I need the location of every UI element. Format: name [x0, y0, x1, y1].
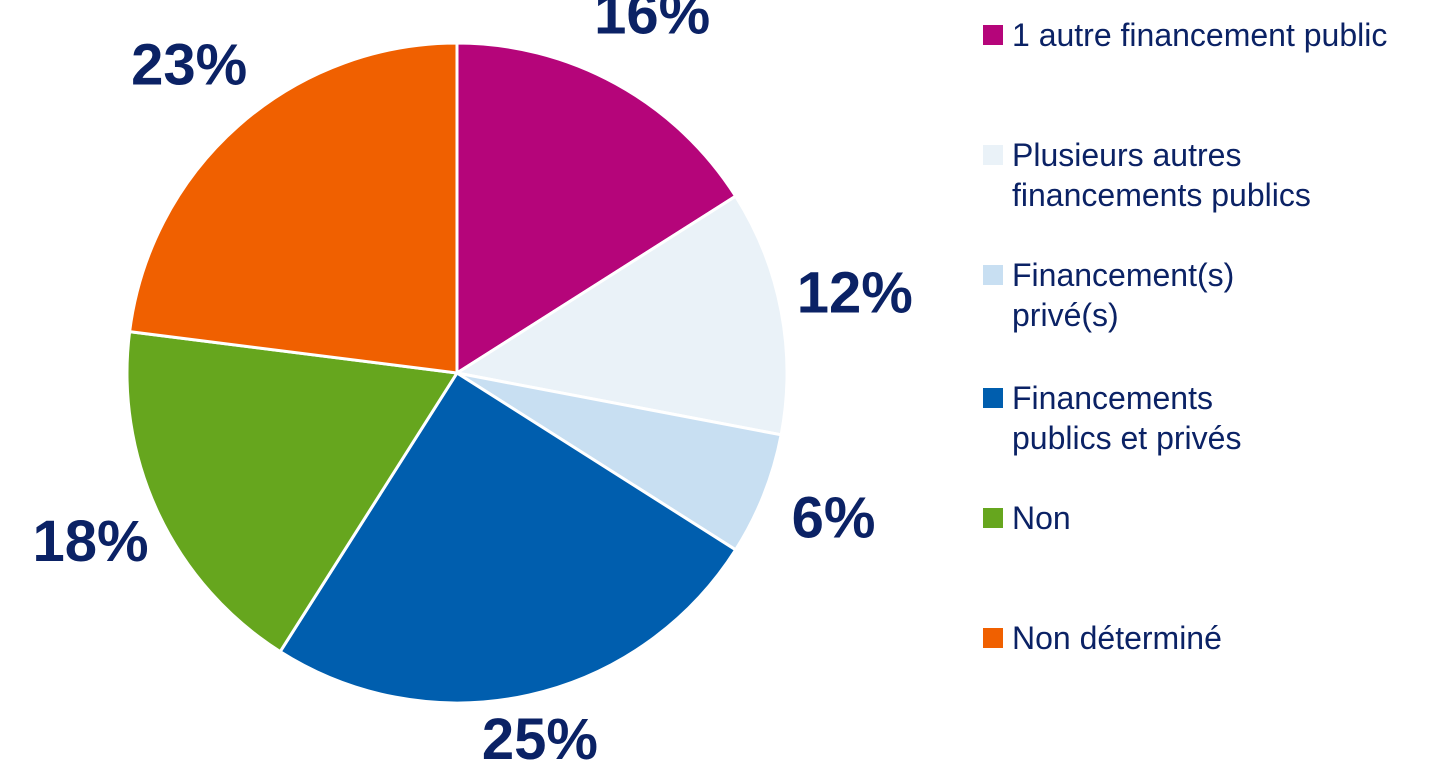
legend-item: Non déterminé	[983, 618, 1312, 658]
data-label: 16%	[594, 0, 710, 46]
chart: 16% 12% 6% 25% 18% 23%	[32, 0, 913, 768]
pie-slice	[456, 371, 783, 552]
legend-swatch	[983, 628, 1003, 648]
data-label: 12%	[797, 260, 913, 325]
legend-swatch	[983, 265, 1003, 285]
legend-swatch	[983, 25, 1003, 45]
legend-item: Non	[983, 498, 1312, 538]
legend-label: Financements publics et privés	[1012, 380, 1242, 456]
legend-swatch	[983, 508, 1003, 528]
pie-slice	[452, 194, 789, 437]
data-label: 6%	[792, 485, 876, 550]
data-label: 25%	[482, 707, 598, 768]
legend-label: Plusieurs autres financements publics	[1012, 137, 1311, 213]
pie-slice	[125, 329, 460, 654]
legend-label: Financement(s) privé(s)	[1012, 257, 1235, 333]
legend-item: Financement(s) privé(s)	[983, 255, 1312, 335]
legend-item: Financements publics et privés	[983, 378, 1312, 458]
pie-slice	[278, 370, 738, 705]
data-label: 23%	[131, 33, 247, 98]
legend-swatch	[983, 388, 1003, 408]
legend-item: 1 autre financement public	[983, 15, 1392, 55]
legend-label: Non	[1012, 500, 1071, 536]
pie-slice	[127, 41, 459, 375]
legend-label: Non déterminé	[1012, 620, 1222, 656]
pie-slice	[455, 41, 738, 376]
legend-item: Plusieurs autres financements publics	[983, 135, 1432, 215]
legend-swatch	[983, 145, 1003, 165]
data-label: 18%	[32, 509, 148, 574]
legend-label: 1 autre financement public	[1012, 17, 1388, 53]
